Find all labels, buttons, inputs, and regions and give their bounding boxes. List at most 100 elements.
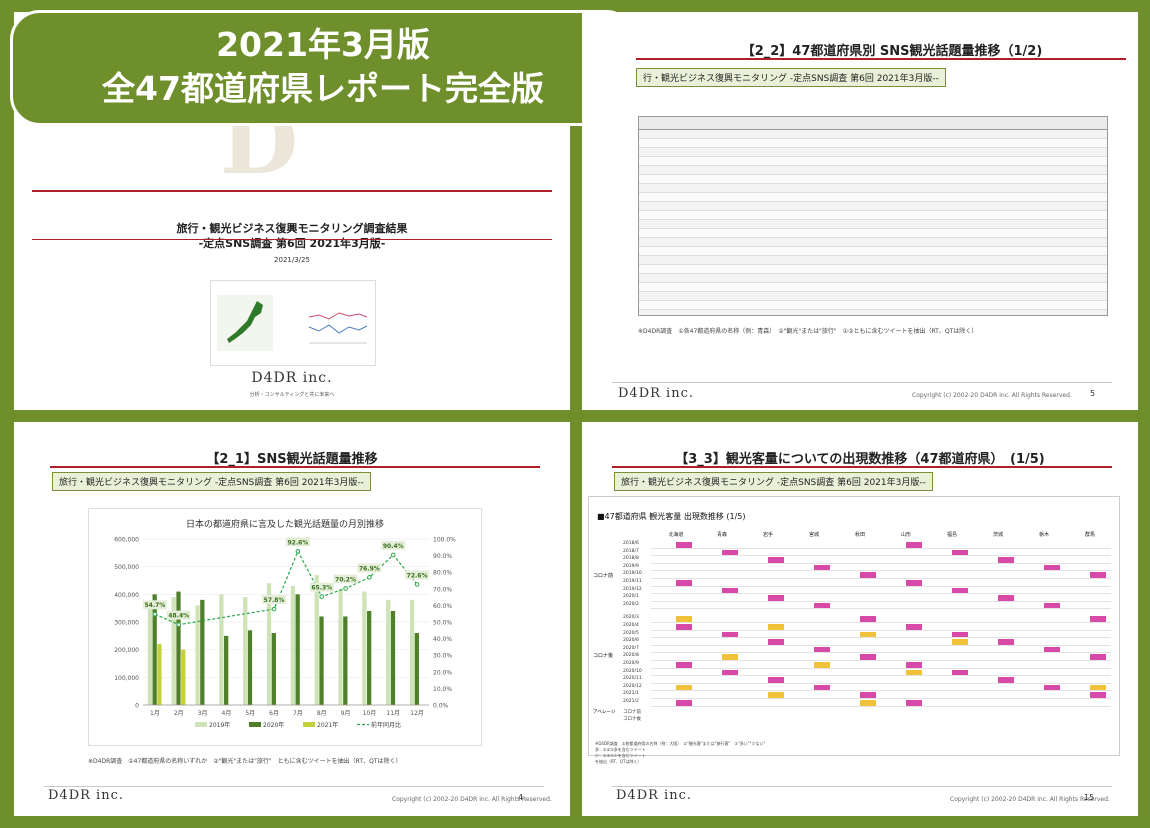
thumbnail-chart bbox=[307, 297, 369, 349]
grid-row bbox=[651, 571, 1111, 579]
data-label-bg bbox=[166, 610, 191, 620]
data-label-bg bbox=[262, 595, 287, 605]
heat-cell bbox=[722, 549, 739, 556]
heat-cell bbox=[906, 542, 923, 548]
grid-row bbox=[651, 646, 1111, 654]
table-row bbox=[639, 292, 1107, 301]
footer-rule bbox=[612, 382, 1112, 383]
heat-cell bbox=[814, 662, 831, 668]
slide-title: 【2_2】47都道府県別 SNS観光話題量推移（1/2) bbox=[741, 44, 1043, 59]
bar-2020年 bbox=[224, 635, 229, 705]
bar-2020年 bbox=[295, 594, 300, 705]
table-row bbox=[639, 184, 1107, 193]
grid-row bbox=[651, 669, 1111, 677]
cover-title-1: 旅行・観光ビジネス復興モニタリング調査結果 bbox=[176, 222, 408, 235]
slide-sns-chart: 【2_1】SNS観光話題量推移 旅行・観光ビジネス復興モニタリング -定点SNS… bbox=[14, 422, 570, 816]
heat-cell bbox=[998, 677, 1015, 683]
slide-title: 【2_1】SNS観光話題量推移 bbox=[206, 452, 378, 467]
heat-cell bbox=[676, 616, 693, 622]
data-label-bg bbox=[381, 540, 406, 550]
bar-2020年 bbox=[390, 610, 396, 705]
heat-cell bbox=[998, 595, 1015, 601]
table-row bbox=[639, 148, 1107, 157]
x-tick-label: 11月 bbox=[386, 710, 400, 717]
cover-title-2: -定点SNS調査 第6回 2021年3月版- bbox=[198, 237, 386, 250]
left-tick-label: 300,000 bbox=[114, 620, 139, 627]
right-tick-label: 60.0% bbox=[433, 603, 452, 610]
table-row bbox=[639, 283, 1107, 292]
heat-cell bbox=[676, 624, 693, 630]
data-label-bg bbox=[333, 574, 358, 584]
legend-label: 2021年 bbox=[317, 721, 338, 729]
bar-2020年 bbox=[200, 599, 205, 705]
heat-cell bbox=[860, 692, 877, 698]
line-point bbox=[343, 586, 348, 591]
slide-subtitle: 行・観光ビジネス復興モニタリング -定点SNS調査 第6回 2021年3月版-- bbox=[636, 68, 946, 87]
bar-2019年 bbox=[386, 599, 391, 705]
cover-bottom-rule bbox=[32, 239, 552, 240]
heat-cell bbox=[860, 654, 877, 660]
row-label: 2018/6 bbox=[623, 541, 639, 546]
row-label: 2020/3 bbox=[623, 615, 639, 621]
data-label: 48.4% bbox=[168, 613, 189, 620]
title-rule bbox=[50, 466, 540, 468]
slide-subtitle: 旅行・観光ビジネス復興モニタリング -定点SNS調査 第6回 2021年3月版-… bbox=[614, 472, 933, 491]
data-label-bg bbox=[142, 600, 167, 610]
data-label: 90.4% bbox=[383, 543, 404, 550]
bar-2019年 bbox=[338, 588, 343, 705]
row-label: 2020/11 bbox=[623, 676, 642, 682]
legend-swatch bbox=[249, 722, 261, 727]
heat-cell bbox=[676, 700, 693, 706]
heat-cell bbox=[1090, 684, 1107, 691]
heat-cell bbox=[1044, 684, 1061, 691]
slide-title: 【3_3】観光客量についての出現数推移（47都道府県） (1/5) bbox=[675, 452, 1045, 467]
bar-2020年 bbox=[414, 633, 419, 705]
data-label: 57.8% bbox=[264, 597, 285, 604]
prefecture-label: 秋田 bbox=[854, 532, 865, 538]
chart-svg: 日本の都道府県に言及した観光話題量の月別推移 0 100,000 200,000 300… bbox=[114, 518, 456, 729]
grid-row bbox=[651, 594, 1111, 602]
thumbnail-chart-graphic bbox=[308, 312, 368, 344]
table-row bbox=[639, 157, 1107, 166]
copyright: Copyright (c) 2002-20 D4DR inc. All Righ… bbox=[950, 796, 1110, 803]
table-row bbox=[639, 256, 1107, 265]
grid-row bbox=[651, 602, 1111, 610]
heat-cell bbox=[814, 564, 831, 571]
avg-side-label: アベレージ bbox=[593, 709, 616, 715]
prefecture-label: 宮城 bbox=[808, 532, 819, 538]
group-label: コロナ後 bbox=[593, 653, 614, 659]
right-tick-label: 80.0% bbox=[433, 570, 452, 577]
note-3: 少：①②③少を含むツイート bbox=[595, 753, 646, 758]
table-row bbox=[639, 247, 1107, 256]
grid-row bbox=[651, 653, 1111, 661]
bar-2019年 bbox=[219, 594, 224, 705]
heat-cell bbox=[906, 700, 923, 706]
line-point bbox=[414, 582, 420, 587]
slide-visitor-table: 【3_3】観光客量についての出現数推移（47都道府県） (1/5) 旅行・観光ビ… bbox=[582, 422, 1138, 816]
table-row bbox=[639, 193, 1107, 202]
bar-2020年 bbox=[367, 610, 372, 705]
bar-2021年 bbox=[157, 644, 162, 705]
heat-cell bbox=[814, 646, 831, 653]
table-row bbox=[639, 310, 1107, 315]
prefecture-label: 茨城 bbox=[992, 532, 1003, 538]
data-label: 65.3% bbox=[311, 585, 332, 592]
bar-2019年 bbox=[171, 597, 176, 705]
table-row bbox=[639, 175, 1107, 184]
chart-note: ※D4DR調査 ①47都道府県の名称いずれか ②"観光"または"旅行" ともに含… bbox=[88, 758, 402, 765]
prefecture-label: 北海道 bbox=[668, 532, 684, 538]
table-row bbox=[639, 166, 1107, 175]
row-label: 2020/4 bbox=[623, 623, 639, 628]
line-point bbox=[271, 606, 277, 612]
prefecture-label: 福島 bbox=[946, 532, 957, 538]
prefecture-label: 群馬 bbox=[1084, 532, 1095, 538]
grid-row bbox=[651, 564, 1111, 572]
right-tick-label: 50.0% bbox=[433, 620, 452, 627]
table-row bbox=[639, 130, 1107, 139]
heat-cell bbox=[952, 639, 969, 645]
row-label: 2020/7 bbox=[623, 645, 639, 651]
copyright: Copyright (c) 2002-20 D4DR inc. All Righ… bbox=[392, 796, 552, 803]
heat-cell bbox=[768, 557, 785, 563]
heat-cell bbox=[860, 631, 877, 638]
heat-cell bbox=[722, 669, 739, 676]
